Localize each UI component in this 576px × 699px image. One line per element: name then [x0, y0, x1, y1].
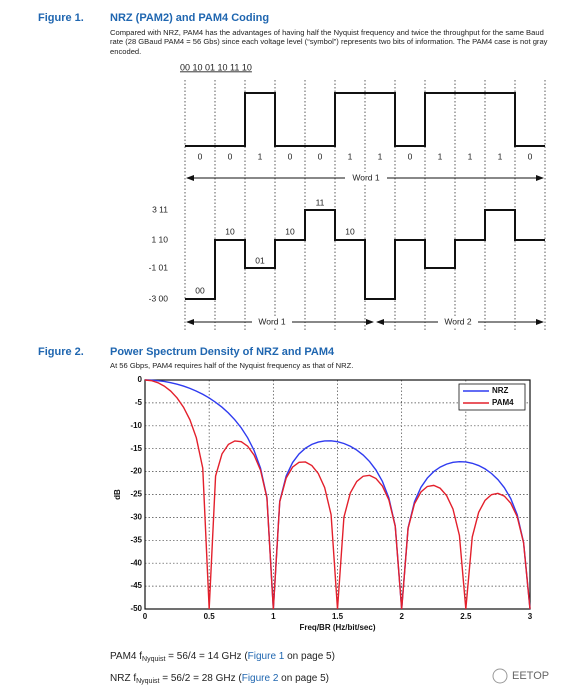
- bit-label: 1: [258, 151, 263, 161]
- formula-sub: Nyquist: [136, 678, 159, 685]
- formula-text: = 56/4 = 14 GHz (: [165, 651, 248, 662]
- x-tick-label: 2: [399, 612, 404, 621]
- bit-label: 1: [378, 151, 383, 161]
- symbol-label: 10: [285, 226, 295, 236]
- bit-sequence: 00 10 01 10 11 10: [180, 62, 252, 72]
- link[interactable]: Figure 1: [248, 651, 285, 662]
- legend-label: PAM4: [492, 398, 514, 407]
- x-tick-label: 1: [271, 612, 276, 621]
- word-label: Word 2: [444, 316, 472, 326]
- symbol-label: 01: [255, 255, 265, 265]
- word-label: Word 1: [352, 172, 380, 182]
- bit-label: 1: [468, 151, 473, 161]
- y-tick-label: -5: [135, 398, 143, 407]
- y-tick-label: -40: [130, 558, 142, 567]
- figure-title: Power Spectrum Density of NRZ and PAM4: [110, 346, 335, 358]
- legend-box: [458, 383, 526, 411]
- y-tick-label: -30: [130, 513, 142, 522]
- formula-text: on page 5): [278, 673, 329, 684]
- bit-label: 1: [438, 151, 443, 161]
- formula-text: = 56/2 = 28 GHz (: [159, 673, 242, 684]
- nrz-waveform: [185, 92, 545, 147]
- formula-text: NRZ f: [110, 673, 136, 684]
- bit-label: 0: [198, 151, 203, 161]
- bit-label: 0: [318, 151, 323, 161]
- figure-label: Figure 1.: [38, 12, 84, 24]
- y-tick-label: -20: [130, 467, 142, 476]
- x-tick-label: 3: [528, 612, 533, 621]
- watermark: EETOP: [512, 670, 549, 682]
- bit-label: 0: [408, 151, 413, 161]
- x-tick-label: 0.5: [204, 612, 216, 621]
- bit-label: 0: [288, 151, 293, 161]
- y-tick-label: 0: [138, 375, 143, 384]
- y-tick-label: -45: [130, 581, 142, 590]
- y-tick-label: -10: [130, 421, 142, 430]
- y-tick-label: -50: [130, 604, 142, 613]
- bit-label: 0: [228, 151, 233, 161]
- x-tick-label: 2.5: [460, 612, 472, 621]
- formula: NRZ fNyquist = 56/2 = 28 GHz (Figure 2 o…: [110, 673, 329, 685]
- symbol-label: 00: [195, 285, 205, 295]
- level-label: 3 11: [152, 204, 168, 214]
- pam4-waveform: [185, 209, 545, 300]
- bit-label: 0: [528, 151, 533, 161]
- chart: 0-5-10-15-20-25-30-35-40-45-500 0.5 1 1.5 2 2…: [113, 375, 533, 632]
- level-label: 1 10: [151, 234, 168, 244]
- series-line: [144, 379, 531, 610]
- series-line: [144, 379, 531, 610]
- y-axis-label: dB: [113, 489, 122, 500]
- formula: PAM4 fNyquist = 56/4 = 14 GHz (Figure 1 …: [110, 651, 335, 663]
- figure-description: At 56 Gbps, PAM4 requires half of the Ny…: [110, 361, 353, 370]
- symbol-label: 10: [345, 226, 355, 236]
- x-axis-label: Freq/BR (Hz/bit/sec): [299, 623, 375, 632]
- formula-text: PAM4 f: [110, 651, 142, 662]
- label-bg: [252, 316, 292, 328]
- y-tick-label: -25: [130, 490, 142, 499]
- symbol-label: 10: [225, 226, 235, 236]
- label-bg: [345, 172, 387, 184]
- y-tick-label: -35: [130, 535, 142, 544]
- x-tick-label: 1.5: [332, 612, 344, 621]
- formula-text: on page 5): [284, 651, 335, 662]
- y-tick-label: -15: [130, 444, 142, 453]
- symbol-label: 11: [316, 197, 325, 207]
- formula-sub: Nyquist: [142, 656, 165, 663]
- x-tick-label: 0: [143, 612, 148, 621]
- watermark-icon: [492, 668, 508, 684]
- word-label: Word 1: [258, 316, 286, 326]
- bit-label: 1: [498, 151, 503, 161]
- legend-label: NRZ: [492, 386, 509, 395]
- label-bg: [438, 316, 478, 328]
- level-label: -3 00: [149, 293, 169, 303]
- link[interactable]: Figure 2: [242, 673, 279, 684]
- level-label: -1 01: [149, 262, 169, 272]
- figure-title: NRZ (PAM2) and PAM4 Coding: [110, 12, 269, 24]
- figure-description: Compared with NRZ, PAM4 has the advantag…: [110, 28, 548, 56]
- bit-label: 1: [348, 151, 353, 161]
- figure-label: Figure 2.: [38, 346, 84, 358]
